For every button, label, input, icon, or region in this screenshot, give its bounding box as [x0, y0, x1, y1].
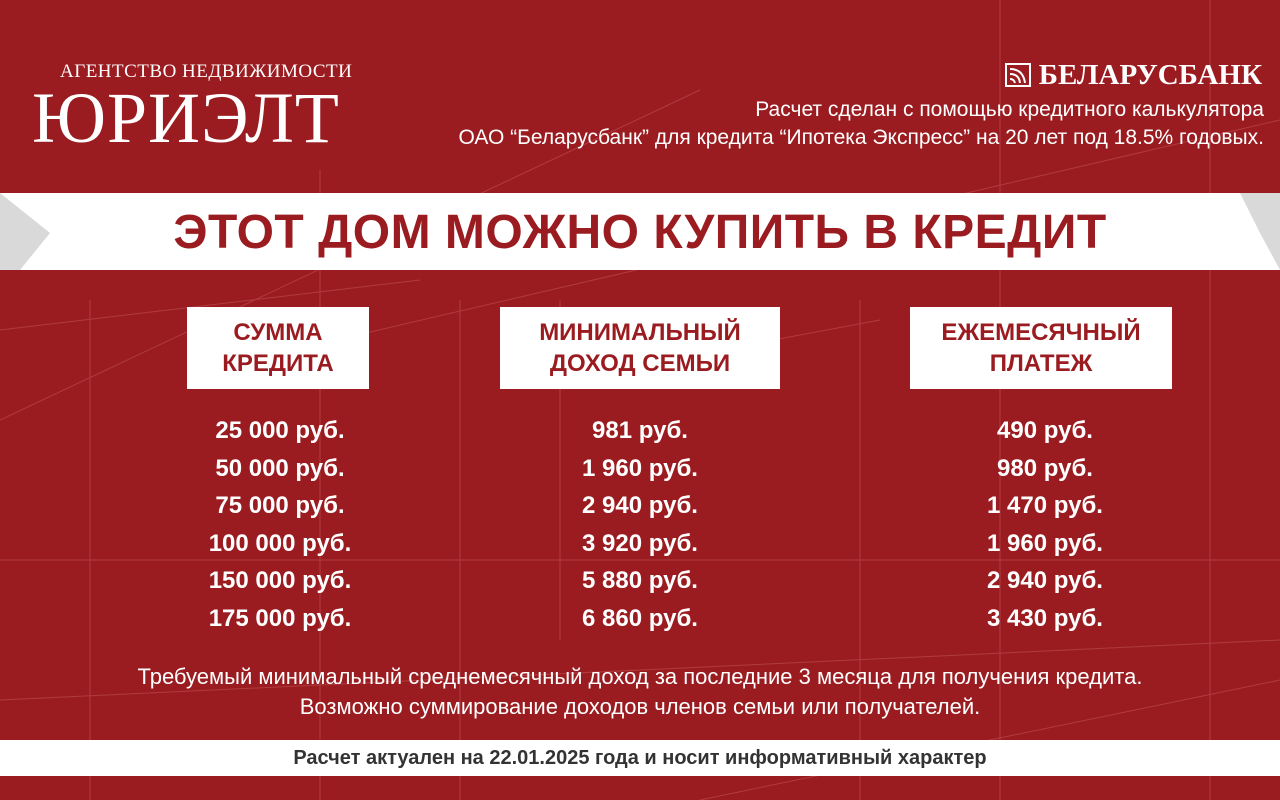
table-cell: 25 000 руб.	[215, 417, 345, 444]
header-line: КРЕДИТА	[222, 350, 334, 377]
column-monthly-payment: 490 руб. 980 руб. 1 470 руб. 1 960 руб. …	[945, 412, 1145, 637]
title-banner	[0, 193, 1280, 270]
footnote: Требуемый минимальный среднемесячный дох…	[0, 662, 1280, 722]
calculation-note-line2: ОАО “Беларусбанк” для кредита “Ипотека Э…	[458, 126, 1264, 149]
banner-fold-left	[0, 193, 50, 270]
table-cell: 3 920 руб.	[582, 529, 698, 557]
table-cell: 50 000 руб.	[215, 454, 345, 482]
header-line: ПЛАТЕЖ	[989, 350, 1093, 377]
calculation-note: Расчет сделан с помощью кредитного кальк…	[459, 96, 1264, 152]
table-cell: 3 430 руб.	[987, 604, 1103, 632]
table-cell: 100 000 руб.	[208, 529, 352, 557]
footnote-line2: Возможно суммирование доходов членов сем…	[299, 694, 981, 719]
table-cell: 490 руб.	[997, 417, 1093, 444]
table-cell: 981 руб.	[592, 417, 688, 444]
header-loan-amount: СУММА КРЕДИТА	[187, 307, 369, 389]
table-cell: 1 470 руб.	[987, 492, 1103, 519]
table-cell: 2 940 руб.	[987, 567, 1103, 594]
agency-logo: ЮРИЭЛТ	[32, 78, 340, 158]
table-cell: 175 000 руб.	[208, 604, 352, 632]
header-line: ЕЖЕМЕСЯЧНЫЙ	[941, 319, 1141, 346]
header-line: СУММА	[233, 319, 323, 346]
disclaimer-strip	[0, 740, 1280, 776]
banner-title: ЭТОТ ДОМ МОЖНО КУПИТЬ В КРЕДИТ	[173, 206, 1107, 259]
table-cell: 1 960 руб.	[987, 529, 1103, 557]
agency-subtitle: АГЕНТСТВО НЕДВИЖИМОСТИ	[60, 61, 353, 82]
calculation-note-line1: Расчет сделан с помощью кредитного кальк…	[755, 98, 1264, 121]
table-cell: 150 000 руб.	[208, 567, 352, 594]
header-line: МИНИМАЛЬНЫЙ	[539, 319, 741, 346]
table-cell: 980 руб.	[997, 454, 1093, 482]
header-min-income: МИНИМАЛЬНЫЙ ДОХОД СЕМЬИ	[500, 307, 780, 389]
banner-fold-right	[1240, 193, 1280, 270]
header-monthly-payment: ЕЖЕМЕСЯЧНЫЙ ПЛАТЕЖ	[910, 307, 1172, 389]
bank-logo: БЕЛАРУСБАНК	[1004, 58, 1262, 92]
table-cell: 1 960 руб.	[582, 454, 698, 482]
column-min-income: 981 руб. 1 960 руб. 2 940 руб. 3 920 руб…	[540, 412, 740, 637]
bank-emblem-icon	[1004, 63, 1031, 87]
table-cell: 5 880 руб.	[582, 567, 698, 594]
disclaimer-text: Расчет актуален на 22.01.2025 года и нос…	[293, 747, 987, 769]
header-line: ДОХОД СЕМЬИ	[549, 350, 731, 377]
table-cell: 75 000 руб.	[215, 492, 345, 519]
table-cell: 2 940 руб.	[582, 492, 698, 519]
column-loan-amounts: 25 000 руб. 50 000 руб. 75 000 руб. 100 …	[180, 412, 380, 637]
bank-name: БЕЛАРУСБАНК	[1038, 59, 1262, 91]
footnote-line1: Требуемый минимальный среднемесячный дох…	[137, 664, 1143, 689]
table-cell: 6 860 руб.	[582, 604, 698, 632]
